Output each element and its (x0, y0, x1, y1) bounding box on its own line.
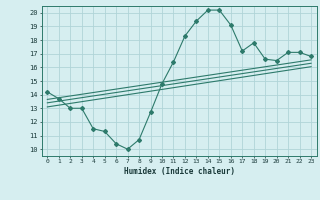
X-axis label: Humidex (Indice chaleur): Humidex (Indice chaleur) (124, 167, 235, 176)
